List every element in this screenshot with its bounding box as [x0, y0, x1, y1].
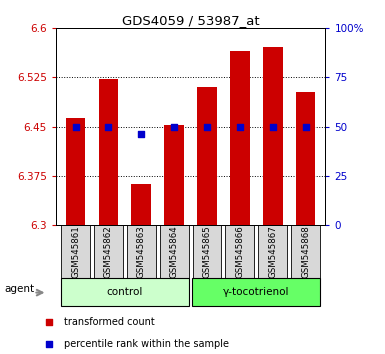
Text: GSM545866: GSM545866: [235, 225, 244, 278]
Text: GSM545864: GSM545864: [170, 225, 179, 278]
FancyBboxPatch shape: [225, 225, 254, 278]
Text: GSM545862: GSM545862: [104, 225, 113, 278]
Point: [204, 124, 210, 130]
Text: GSM545861: GSM545861: [71, 225, 80, 278]
Text: GSM545865: GSM545865: [203, 225, 211, 278]
Bar: [296, 92, 315, 225]
FancyBboxPatch shape: [61, 225, 90, 278]
Point: [138, 132, 144, 137]
Bar: [263, 47, 283, 225]
Point: [270, 124, 276, 130]
Point: [45, 319, 52, 325]
Bar: [197, 87, 217, 225]
FancyBboxPatch shape: [192, 278, 320, 306]
Text: GSM545863: GSM545863: [137, 225, 146, 278]
Text: agent: agent: [5, 284, 35, 294]
Point: [45, 341, 52, 347]
Text: γ-tocotrienol: γ-tocotrienol: [223, 287, 290, 297]
Bar: [230, 51, 250, 225]
FancyBboxPatch shape: [94, 225, 123, 278]
Title: GDS4059 / 53987_at: GDS4059 / 53987_at: [122, 14, 259, 27]
FancyBboxPatch shape: [291, 225, 320, 278]
Point: [171, 124, 177, 130]
Point: [105, 124, 112, 130]
FancyBboxPatch shape: [127, 225, 156, 278]
Text: GSM545867: GSM545867: [268, 225, 277, 278]
Point: [237, 124, 243, 130]
Text: transformed count: transformed count: [64, 317, 155, 327]
Point: [303, 124, 309, 130]
Bar: [66, 118, 85, 225]
Bar: [164, 125, 184, 225]
Point: [72, 124, 79, 130]
Text: GSM545868: GSM545868: [301, 225, 310, 278]
FancyBboxPatch shape: [160, 225, 189, 278]
FancyBboxPatch shape: [61, 278, 189, 306]
Bar: [131, 184, 151, 225]
FancyBboxPatch shape: [258, 225, 287, 278]
Text: percentile rank within the sample: percentile rank within the sample: [64, 339, 229, 349]
FancyBboxPatch shape: [192, 225, 221, 278]
Bar: [99, 79, 118, 225]
Text: control: control: [107, 287, 143, 297]
